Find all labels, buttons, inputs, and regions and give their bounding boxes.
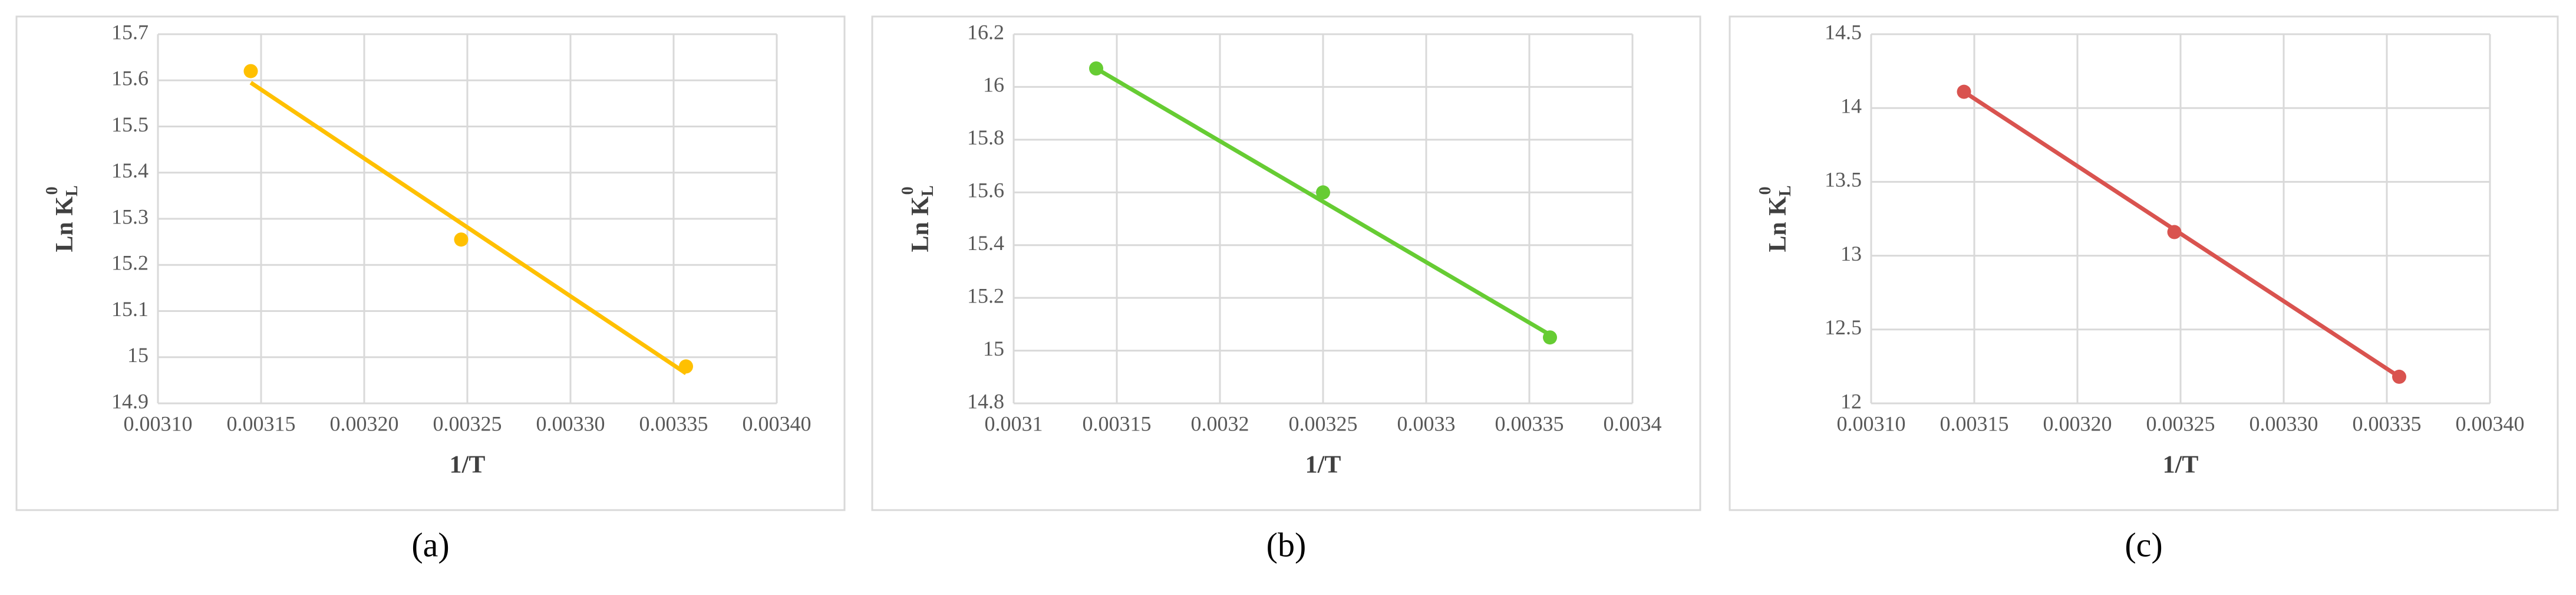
y-tick-label: 15.1 <box>111 297 149 321</box>
trendline <box>1962 90 2400 379</box>
y-axis-title-sup: 0 <box>1756 186 1774 195</box>
trendline <box>1095 67 1551 337</box>
y-tick-label: 15 <box>983 337 1004 360</box>
y-tick-label: 15.7 <box>111 20 149 44</box>
y-tick-label: 15.2 <box>111 251 149 275</box>
y-tick-label: 15.6 <box>967 179 1004 202</box>
point <box>679 359 693 374</box>
point <box>2167 225 2182 239</box>
x-tick-label: 0.0034 <box>1604 412 1662 435</box>
x-tick-label: 0.00315 <box>1940 412 2009 435</box>
y-tick-label: 15 <box>127 343 149 367</box>
y-tick-label: 15.6 <box>111 67 149 90</box>
y-tick-label: 15.3 <box>111 205 149 228</box>
y-axis-title-base: Ln K <box>1764 196 1792 252</box>
y-tick-label: 12.5 <box>1825 315 1862 339</box>
point <box>2392 369 2406 384</box>
x-tick-label: 0.00325 <box>2146 412 2215 435</box>
point <box>243 64 258 78</box>
x-tick-label: 0.00340 <box>743 412 812 435</box>
y-tick-label: 16 <box>983 73 1004 97</box>
x-tick-label: 0.0033 <box>1397 412 1456 435</box>
y-axis-title-base: Ln K <box>907 196 934 252</box>
point <box>1543 330 1557 345</box>
y-tick-label: 14.8 <box>967 389 1004 413</box>
y-axis-title-sup: 0 <box>899 186 917 195</box>
y-tick-label: 15.4 <box>967 231 1004 255</box>
y-tick-label: 13.5 <box>1825 168 1862 192</box>
y-axis-title-sub: L <box>1776 185 1795 196</box>
y-tick-label: 16.2 <box>967 20 1004 44</box>
y-tick-label: 15.2 <box>967 284 1004 307</box>
x-tick-label: 0.00325 <box>1289 412 1358 435</box>
x-tick-label: 0.00315 <box>227 412 296 435</box>
y-tick-label: 15.8 <box>967 126 1004 149</box>
y-tick-label: 12 <box>1841 389 1862 413</box>
x-tick-label: 0.00325 <box>433 412 502 435</box>
panel-label: (a) <box>411 525 449 564</box>
x-tick-label: 0.00320 <box>330 412 399 435</box>
y-axis-title-sup: 0 <box>43 186 61 195</box>
x-tick-label: 0.00330 <box>536 412 605 435</box>
y-axis-title: Ln KL0 <box>43 185 81 252</box>
panel-frame <box>1729 15 2559 511</box>
panel-frame <box>871 15 1701 511</box>
x-tick-label: 0.00335 <box>1495 412 1564 435</box>
x-tick-label: 0.00335 <box>639 412 708 435</box>
x-axis-title: 1/T <box>450 452 486 479</box>
y-tick-label: 15.4 <box>111 159 149 182</box>
y-axis-title: Ln KL0 <box>1756 185 1795 252</box>
x-tick-label: 0.00335 <box>2353 412 2422 435</box>
x-axis-title: 1/T <box>2163 452 2199 479</box>
panel-label: (b) <box>1266 525 1307 564</box>
panel-label: (c) <box>2125 525 2162 564</box>
y-tick-label: 14.9 <box>111 389 149 413</box>
x-tick-label: 0.00310 <box>1837 412 1906 435</box>
point <box>1316 185 1330 200</box>
y-axis-title-base: Ln K <box>51 196 78 252</box>
x-tick-label: 0.00320 <box>2043 412 2112 435</box>
y-tick-label: 14 <box>1841 94 1862 117</box>
trendline <box>249 81 687 376</box>
panel-frame <box>15 15 846 511</box>
y-axis-title-sub: L <box>919 185 937 196</box>
y-tick-label: 15.5 <box>111 113 149 136</box>
x-tick-label: 0.0032 <box>1191 412 1249 435</box>
x-tick-label: 0.0031 <box>985 412 1043 435</box>
y-tick-label: 13 <box>1841 242 1862 265</box>
point <box>1089 61 1103 76</box>
x-tick-label: 0.00340 <box>2456 412 2525 435</box>
x-tick-label: 0.00330 <box>2250 412 2318 435</box>
y-axis-title: Ln KL0 <box>899 185 937 252</box>
point <box>1957 84 1971 99</box>
x-tick-label: 0.00315 <box>1083 412 1152 435</box>
y-tick-label: 14.5 <box>1825 20 1862 44</box>
y-axis-title-sub: L <box>63 185 81 196</box>
x-tick-label: 0.00310 <box>124 412 193 435</box>
x-axis-title: 1/T <box>1305 452 1341 479</box>
point <box>454 232 469 247</box>
